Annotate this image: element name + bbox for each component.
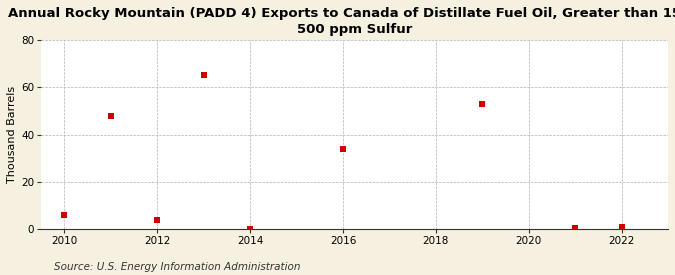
Point — [152, 218, 163, 222]
Y-axis label: Thousand Barrels: Thousand Barrels — [7, 86, 17, 183]
Point — [477, 101, 488, 106]
Point — [570, 226, 580, 230]
Point — [245, 226, 256, 231]
Point — [616, 225, 627, 229]
Point — [198, 73, 209, 78]
Point — [59, 213, 70, 217]
Text: Source: U.S. Energy Information Administration: Source: U.S. Energy Information Administ… — [54, 262, 300, 272]
Point — [338, 147, 348, 151]
Title: Annual Rocky Mountain (PADD 4) Exports to Canada of Distillate Fuel Oil, Greater: Annual Rocky Mountain (PADD 4) Exports t… — [8, 7, 675, 36]
Point — [105, 113, 116, 118]
